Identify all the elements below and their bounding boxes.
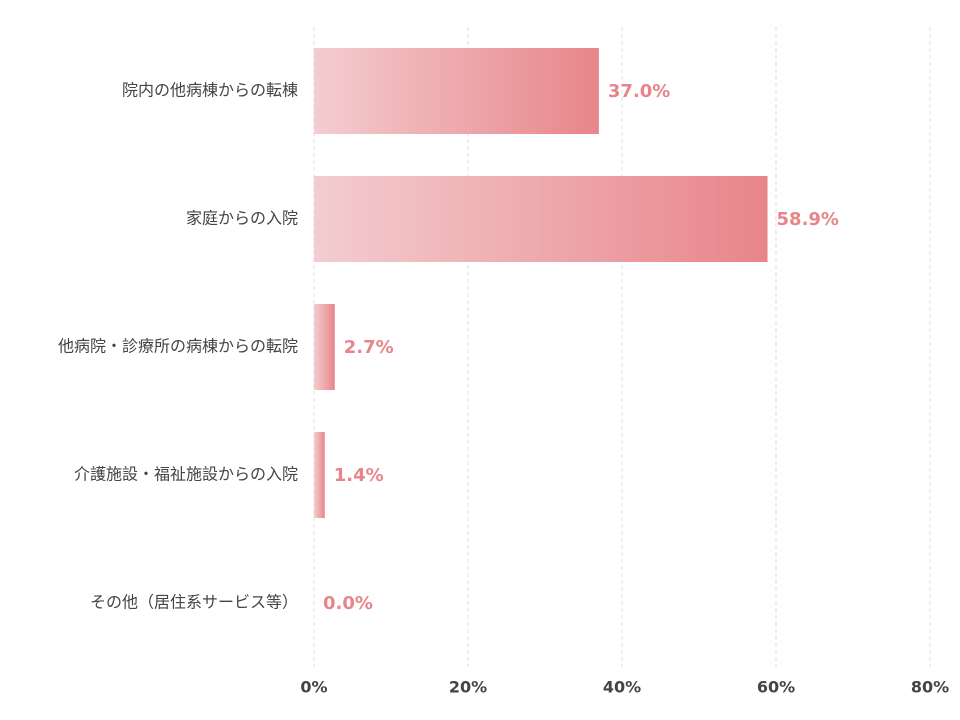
value-label: 58.9%: [777, 209, 839, 230]
category-label: 院内の他病棟からの転棟: [122, 81, 298, 100]
value-label: 1.4%: [334, 465, 384, 486]
category-label: 家庭からの入院: [186, 209, 298, 228]
category-label: その他（居住系サービス等）: [90, 593, 298, 612]
x-tick-label: 40%: [603, 678, 641, 697]
bar: [314, 304, 335, 390]
value-label: 2.7%: [344, 337, 394, 358]
bar: [314, 48, 599, 134]
x-tick-label: 20%: [449, 678, 487, 697]
x-tick-label: 0%: [300, 678, 327, 697]
x-tick-label: 60%: [757, 678, 795, 697]
x-tick-label: 80%: [911, 678, 949, 697]
category-label: 他病院・診療所の病棟からの転院: [58, 337, 298, 356]
value-label: 37.0%: [608, 81, 670, 102]
value-label: 0.0%: [323, 593, 373, 614]
bar: [314, 432, 325, 518]
bar: [314, 176, 768, 262]
category-label: 介護施設・福祉施設からの入院: [74, 465, 298, 484]
